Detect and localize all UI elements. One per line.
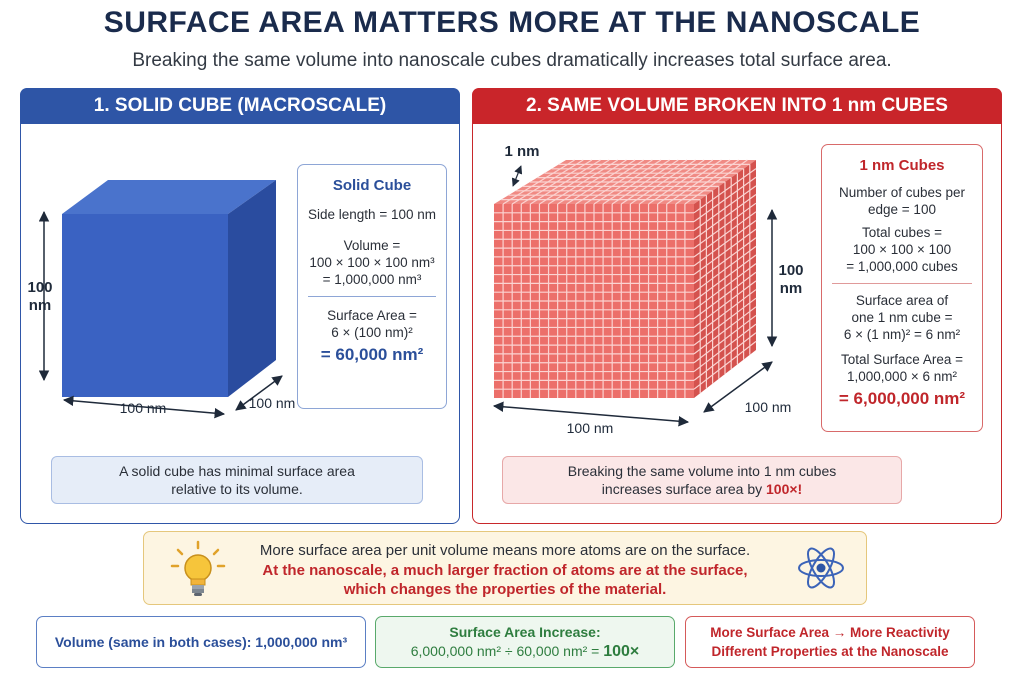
solid-cube-depth-label: 100 nm (249, 395, 296, 411)
solid-cube-width-dim (62, 395, 226, 419)
nano-cubes-total-sa-result: = 6,000,000 nm² (838, 389, 966, 408)
nano-cubes-total-sa-calc: 1,000,000 × 6 nm² (847, 369, 957, 384)
solid-cube-depth-dim (235, 375, 283, 411)
solid-cube-info-card: Solid Cube Side length = 100 nm Volume =… (297, 164, 447, 409)
nano-cubes-info-divider (832, 283, 972, 284)
nano-cubes-caption-line-2: increases surface area by 100×! (503, 480, 901, 498)
solid-cube-volume-result: = 1,000,000 nm³ (322, 272, 422, 287)
solid-cube-side-length: Side length = 100 nm (308, 207, 436, 222)
nano-cubes-caption-text: increases surface area by (601, 481, 763, 497)
solid-cube-panel: 1. SOLID CUBE (MACROSCALE) (20, 88, 460, 524)
solid-cube-area-calc: 6 × (100 nm)² (331, 325, 413, 340)
note-line-3: which changes the properties of the mate… (343, 581, 667, 598)
nano-cube-small-label: 1 nm (504, 143, 539, 160)
nano-cubes-sa-one-1: Surface area of (855, 293, 949, 308)
nano-cubes-per-edge-2: edge = 100 (868, 202, 936, 217)
nano-cube-height-label-1: 100 (778, 262, 803, 279)
solid-cube-info-title: Solid Cube (332, 177, 412, 194)
volume-summary-text: Volume (same in both cases): 1,000,000 n… (54, 633, 348, 650)
surface-area-increase-result: 100× (603, 643, 640, 660)
nano-cubes-caption: Breaking the same volume into 1 nm cubes… (502, 456, 902, 504)
solid-cube-area-label: Surface Area = (327, 308, 417, 323)
volume-summary-box: Volume (same in both cases): 1,000,000 n… (36, 616, 366, 668)
page-title: SURFACE AREA MATTERS MORE AT THE NANOSCA… (103, 6, 921, 39)
note-line-1: More surface area per unit volume means … (259, 542, 751, 559)
nano-cube-width-label: 100 nm (567, 420, 614, 436)
nano-cubes-panel: 2. SAME VOLUME BROKEN INTO 1 nm CUBES (472, 88, 1002, 524)
reactivity-line-1: More Surface Area → More Reactivity (710, 625, 950, 640)
solid-cube-side-face (228, 180, 276, 397)
nano-cube-grid (494, 159, 757, 398)
nano-cubes-total-result: = 1,000,000 cubes (846, 259, 958, 274)
solid-cube-panel-heading: 1. SOLID CUBE (MACROSCALE) (20, 88, 460, 124)
solid-cube-caption-line-2: relative to its volume. (171, 481, 303, 497)
solid-cube-caption-line-1: A solid cube has minimal surface area (119, 463, 355, 479)
solid-cube-height-label-2: nm (29, 297, 52, 314)
nano-cubes-panel-heading: 2. SAME VOLUME BROKEN INTO 1 nm CUBES (472, 88, 1002, 124)
note-line-2: At the nanoscale, a much larger fraction… (262, 562, 748, 579)
reactivity-box: More Surface Area → More Reactivity Diff… (685, 616, 975, 668)
solid-cube-volume-label: Volume = (343, 238, 401, 253)
page-subtitle: Breaking the same volume into nanoscale … (132, 50, 892, 71)
nano-cube-small-dim (511, 165, 523, 187)
solid-cube-front-face (62, 214, 228, 397)
reactivity-line-2: Different Properties at the Nanoscale (711, 644, 949, 659)
solid-cube-volume-calc: 100 × 100 × 100 nm³ (309, 255, 435, 270)
nano-cubes-total-label: Total cubes = (862, 225, 942, 240)
surface-area-increase-calc: 6,000,000 nm² ÷ 60,000 nm² = (410, 643, 600, 659)
nano-cubes-per-edge-1: Number of cubes per (838, 185, 966, 200)
nano-cubes-figure: 1 nm 100 nm 100 nm 100 nm (492, 143, 804, 436)
nano-cube-height-label-2: nm (780, 280, 803, 297)
surface-area-increase-box: Surface Area Increase: 6,000,000 nm² ÷ 6… (375, 616, 675, 668)
nano-cube-width-dim (492, 401, 690, 427)
solid-cube-width-label: 100 nm (120, 400, 167, 416)
solid-cube-area-result: = 60,000 nm² (320, 345, 424, 364)
solid-cube-info-divider (308, 296, 436, 297)
solid-cube-height-label-1: 100 (27, 279, 52, 296)
nano-cubes-info-title: 1 nm Cubes (859, 157, 945, 174)
nano-cubes-sa-one-2: one 1 nm cube = (851, 310, 953, 325)
nano-cubes-caption-line-1: Breaking the same volume into 1 nm cubes (567, 463, 837, 479)
lightbulb-icon (170, 540, 226, 596)
solid-cube-top-face (62, 180, 276, 214)
nano-cubes-total-calc: 100 × 100 × 100 (852, 242, 952, 257)
surface-area-increase-line: 6,000,000 nm² ÷ 60,000 nm² = 100× (376, 642, 674, 661)
nano-cubes-caption-highlight: 100×! (766, 481, 803, 497)
solid-cube-caption: A solid cube has minimal surface area re… (51, 456, 423, 504)
nano-cubes-info-card: 1 nm Cubes Number of cubes per edge = 10… (821, 144, 983, 432)
surface-area-increase-title: Surface Area Increase: (449, 624, 601, 640)
nanoscale-note: More surface area per unit volume means … (143, 531, 867, 605)
nano-cube-depth-label: 100 nm (745, 399, 792, 415)
atom-icon (798, 547, 844, 589)
solid-cube-figure: 100 nm 100 nm 100 nm (27, 180, 296, 419)
nano-cube-depth-dim (703, 361, 773, 413)
nano-cubes-total-sa-label: Total Surface Area = (841, 352, 963, 367)
nano-cubes-sa-one-3: 6 × (1 nm)² = 6 nm² (843, 327, 961, 342)
